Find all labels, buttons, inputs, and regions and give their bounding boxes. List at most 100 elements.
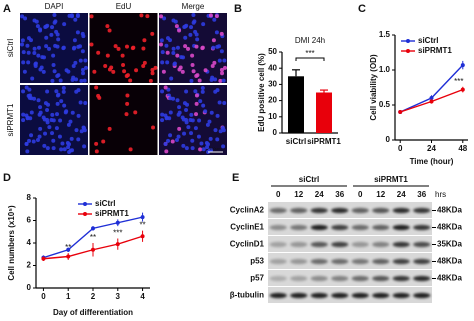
band	[310, 292, 328, 299]
legend-label: siCtrl	[95, 199, 115, 208]
x-tick-label: 2	[91, 292, 96, 301]
nucleus	[203, 109, 208, 114]
nucleus	[208, 13, 213, 18]
band	[290, 258, 308, 265]
size-label: 48KDa	[437, 223, 462, 232]
nucleus	[83, 65, 88, 70]
band	[269, 207, 287, 214]
nucleus	[51, 146, 56, 151]
nucleus	[51, 62, 56, 67]
nucleus	[61, 45, 66, 50]
nucleus	[42, 55, 47, 60]
nucleus	[182, 25, 187, 30]
nucleus	[220, 125, 225, 130]
nucleus	[35, 137, 40, 142]
nucleus	[175, 98, 180, 103]
size-label: 35KDa	[437, 240, 462, 249]
band	[372, 275, 390, 282]
y-axis-label: Cell numbers (x10⁵)	[7, 205, 16, 281]
nucleus	[212, 17, 217, 22]
bar	[316, 92, 332, 133]
nucleus	[45, 146, 50, 151]
nucleus	[69, 13, 74, 18]
nucleus	[121, 62, 126, 67]
column-header: EdU	[116, 2, 132, 11]
nucleus	[50, 112, 55, 117]
annotation: ***	[305, 49, 314, 58]
time-label: 12	[376, 190, 385, 199]
nucleus	[195, 73, 200, 78]
band	[290, 292, 308, 299]
band	[351, 292, 369, 299]
blot-strip	[268, 202, 432, 218]
nucleus	[120, 53, 125, 58]
nucleus	[191, 13, 196, 18]
y-tick-label: 30	[268, 80, 277, 89]
nucleus	[168, 110, 173, 115]
band	[310, 258, 328, 265]
column-header: Merge	[182, 2, 205, 11]
annotation: **	[90, 233, 96, 242]
nucleus	[141, 46, 146, 51]
x-axis-label: Day of differentiation	[53, 308, 133, 317]
nucleus	[51, 138, 56, 143]
nucleus	[176, 134, 181, 139]
nucleus	[76, 113, 81, 118]
nucleus	[217, 100, 222, 105]
nucleus	[222, 101, 227, 106]
nucleus	[170, 139, 175, 144]
y-tick-label: 0.5	[379, 100, 391, 109]
y-tick-label: 8	[27, 193, 32, 202]
nucleus	[190, 62, 195, 67]
nucleus	[201, 22, 206, 27]
nucleus	[80, 49, 85, 54]
nucleus	[221, 78, 226, 83]
time-unit: hrs	[435, 190, 446, 199]
nucleus	[54, 89, 59, 94]
nucleus	[198, 147, 203, 152]
band	[331, 275, 349, 282]
nucleus	[107, 28, 112, 33]
band	[413, 275, 431, 282]
nucleus	[56, 73, 61, 78]
nucleus	[215, 88, 220, 93]
annotation: **	[139, 221, 145, 230]
nucleus	[92, 69, 97, 74]
nucleus	[195, 37, 200, 42]
nucleus	[133, 110, 138, 115]
time-label: 12	[294, 190, 303, 199]
band	[392, 275, 410, 282]
annotation: **	[65, 243, 71, 252]
band	[372, 207, 390, 214]
nucleus	[194, 44, 199, 49]
nucleus	[196, 134, 201, 139]
nucleus	[32, 46, 37, 51]
nucleus	[171, 51, 176, 56]
nucleus	[190, 53, 195, 58]
protein-label: p57	[250, 274, 264, 283]
band	[269, 275, 287, 282]
size-label: 48KDa	[437, 257, 462, 266]
legend-label: siPRMT1	[95, 209, 129, 218]
nucleus	[131, 45, 136, 50]
point	[460, 87, 465, 92]
nucleus	[145, 14, 150, 19]
nucleus	[62, 147, 67, 152]
x-tick-label: siCtrl	[286, 137, 306, 146]
nucleus	[161, 69, 166, 74]
band	[392, 224, 410, 231]
band	[310, 207, 328, 214]
y-tick-label: 50	[268, 47, 277, 56]
nucleus	[128, 78, 133, 83]
x-tick-label: 48	[458, 144, 467, 153]
nucleus	[49, 32, 54, 37]
band	[269, 224, 287, 231]
time-label: 24	[397, 190, 406, 199]
blot-strip	[268, 236, 432, 252]
band	[290, 275, 308, 282]
band	[290, 241, 308, 248]
nucleus	[89, 42, 94, 47]
nucleus	[72, 38, 77, 43]
size-label: 48KDa	[437, 206, 462, 215]
nucleus	[66, 122, 71, 127]
